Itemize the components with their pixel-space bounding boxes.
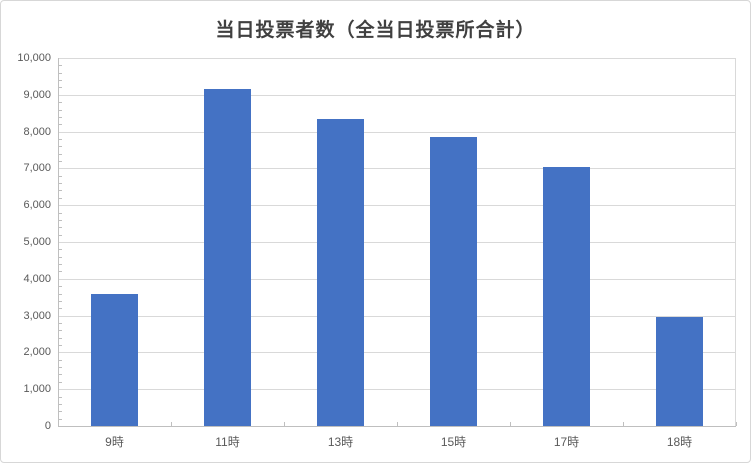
bar-13時[interactable] — [317, 119, 364, 426]
y-axis-label: 4,000 — [23, 272, 51, 285]
y-minor-tick — [59, 124, 62, 126]
y-minor-tick — [59, 286, 62, 288]
y-axis-label: 9,000 — [23, 88, 51, 101]
x-axis-line — [58, 426, 736, 427]
y-axis-label: 1,000 — [23, 383, 51, 396]
y-minor-tick — [59, 109, 62, 111]
gridline — [58, 205, 736, 207]
y-axis-label: 10,000 — [17, 52, 51, 64]
y-axis-label: 7,000 — [23, 162, 51, 175]
y-axis-line — [58, 58, 59, 426]
y-minor-tick — [59, 161, 62, 163]
y-minor-tick — [59, 72, 62, 74]
y-axis-label: 5,000 — [23, 236, 51, 248]
y-minor-tick — [59, 80, 62, 82]
y-axis-label: 8,000 — [23, 125, 51, 138]
y-minor-tick — [59, 146, 62, 148]
y-minor-tick — [59, 256, 62, 258]
y-minor-tick — [59, 175, 62, 177]
y-minor-tick — [59, 234, 62, 236]
x-axis-label: 17時 — [553, 435, 580, 449]
x-axis-tick — [736, 422, 737, 426]
y-minor-tick — [59, 102, 62, 104]
y-minor-tick — [59, 183, 62, 185]
y-minor-tick — [59, 359, 62, 361]
y-axis-label: 6,000 — [23, 199, 51, 212]
y-minor-tick — [59, 418, 62, 420]
y-minor-tick — [59, 87, 62, 89]
x-axis-tick — [284, 422, 285, 426]
gridline — [58, 168, 736, 170]
y-minor-tick — [59, 381, 62, 383]
y-minor-tick — [59, 293, 62, 295]
y-minor-tick — [59, 153, 62, 155]
y-minor-tick — [59, 330, 62, 332]
x-axis-label: 11時 — [215, 435, 240, 449]
x-axis-tick — [171, 422, 172, 426]
y-axis-label: 2,000 — [23, 346, 51, 359]
y-minor-tick — [59, 219, 62, 221]
x-axis-label: 9時 — [105, 435, 124, 449]
y-minor-tick — [59, 249, 62, 251]
gridline — [58, 352, 736, 354]
y-axis-label: 3,000 — [23, 309, 51, 322]
gridline — [58, 389, 736, 391]
y-minor-tick — [59, 322, 62, 324]
y-minor-tick — [59, 116, 62, 118]
y-minor-tick — [59, 271, 62, 273]
x-axis-label: 15時 — [440, 435, 467, 449]
gridline — [58, 58, 736, 59]
y-minor-tick — [59, 367, 62, 369]
y-minor-tick — [59, 212, 62, 214]
y-minor-tick — [59, 138, 62, 140]
y-minor-tick — [59, 345, 62, 347]
bar-15時[interactable] — [430, 137, 477, 426]
chart-title[interactable]: 当日投票者数（全当日投票所合計） — [215, 20, 536, 41]
gridline — [58, 242, 736, 243]
plot-right-border — [735, 58, 736, 426]
bar-11時[interactable] — [204, 89, 251, 426]
y-minor-tick — [59, 65, 62, 67]
y-minor-tick — [59, 227, 62, 229]
gridline — [58, 131, 736, 133]
y-minor-tick — [59, 396, 62, 398]
y-minor-tick — [59, 300, 62, 302]
x-axis-tick — [58, 422, 59, 426]
y-minor-tick — [59, 264, 62, 266]
gridline — [58, 315, 736, 317]
gridline — [58, 94, 736, 96]
bar-17時[interactable] — [543, 167, 590, 426]
gridline — [58, 278, 736, 280]
y-minor-tick — [59, 308, 62, 310]
plot-area — [58, 58, 737, 427]
y-minor-tick — [59, 190, 62, 192]
x-axis-tick — [510, 422, 511, 426]
bar-9時[interactable] — [91, 294, 138, 426]
y-minor-tick — [59, 374, 62, 376]
y-axis-label: 0 — [44, 420, 51, 432]
x-axis-label: 13時 — [327, 435, 354, 449]
x-axis-tick — [397, 422, 398, 426]
x-axis-label: 18時 — [666, 435, 693, 449]
y-minor-tick — [59, 403, 62, 405]
bar-18時[interactable] — [656, 317, 703, 426]
y-minor-tick — [59, 411, 62, 413]
x-axis-tick — [623, 422, 624, 426]
y-minor-tick — [59, 197, 62, 199]
y-minor-tick — [59, 337, 62, 339]
